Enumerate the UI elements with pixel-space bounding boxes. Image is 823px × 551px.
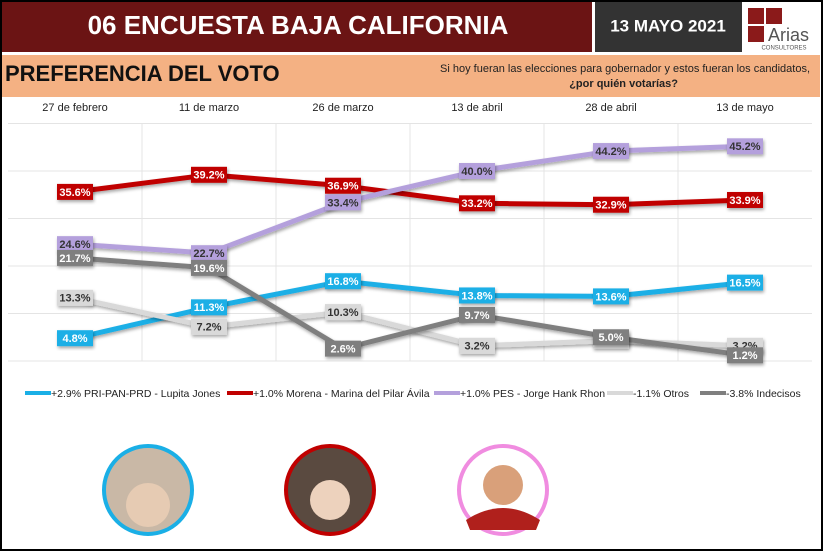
value-label: 40.0% [461, 166, 492, 178]
value-label-box [191, 318, 227, 335]
value-label-box [593, 143, 629, 160]
x-tick-label: 11 de marzo [179, 102, 239, 114]
question: Si hoy fueran las elecciones para gobern… [440, 63, 810, 75]
series-line [74, 143, 746, 256]
date-box [595, 2, 742, 52]
value-label: 33.4% [327, 197, 358, 209]
value-label-box [57, 289, 93, 306]
value-label: 44.2% [595, 146, 626, 158]
series-line [74, 172, 746, 208]
chart: 27 de febrero 11 de marzo 26 de marzo 13 de… [8, 102, 812, 400]
value-label: 2.6% [330, 344, 355, 356]
value-label-box [727, 191, 763, 208]
value-label: 13.3% [59, 293, 90, 305]
value-label: 5.0% [598, 332, 623, 344]
photos [102, 444, 549, 536]
legend-label: +1.0% Morena - Marina del Pilar Ávila [253, 387, 430, 400]
date: 13 MAYO 2021 [610, 16, 726, 35]
legend-label: +2.9% PRI-PAN-PRD - Lupita Jones [51, 388, 220, 400]
value-label: 1.2% [732, 350, 757, 362]
value-label-box [325, 304, 361, 321]
logo-icon [766, 8, 782, 24]
value-label-box [727, 347, 763, 364]
value-label-box [57, 236, 93, 253]
value-label: 35.6% [59, 187, 90, 199]
title-band [2, 2, 592, 52]
x-tick-label: 13 de mayo [716, 102, 773, 114]
value-label-box [727, 274, 763, 291]
value-label: 11.3% [194, 302, 225, 314]
value-label: 13.6% [595, 291, 626, 303]
value-label: 32.9% [595, 200, 626, 212]
value-label: 33.2% [461, 198, 492, 210]
question: ¿por quién votarías? [569, 78, 678, 90]
value-label: 3.2% [464, 341, 489, 353]
value-label-box [459, 337, 495, 354]
value-label: 7.2% [196, 322, 221, 334]
legend-item: +2.9% PRI-PAN-PRD - Lupita Jones [25, 388, 220, 400]
legend-label: -1.1% Otros [633, 388, 689, 400]
legend-label: +1.0% PES - Jorge Hank Rhon [460, 388, 605, 400]
x-tick-label: 26 de marzo [312, 102, 373, 114]
logo-icon [748, 8, 764, 24]
logo-name: Arias [768, 25, 809, 45]
value-label: 39.2% [193, 170, 224, 182]
x-tick-label: 28 de abril [585, 102, 636, 114]
value-label-box [191, 166, 227, 183]
value-label-box [57, 249, 93, 266]
value-label: 22.7% [193, 248, 224, 260]
legend-item: +1.0% Morena - Marina del Pilar Ávila [227, 387, 430, 400]
legend-item: -3.8% Indecisos [700, 388, 801, 400]
series-line [74, 255, 746, 358]
value-label-box [325, 273, 361, 290]
value-label: 16.8% [327, 276, 358, 288]
value-label-box [191, 299, 227, 316]
legend-item: +1.0% PES - Jorge Hank Rhon [434, 388, 605, 400]
value-label: 21.7% [59, 253, 90, 265]
series-line [74, 278, 746, 341]
value-label-box [325, 177, 361, 194]
value-label-box [593, 288, 629, 305]
value-label: 45.2% [729, 141, 760, 153]
value-label-box [57, 183, 93, 200]
logo-icon [748, 26, 764, 42]
legend-item: -1.1% Otros [607, 388, 689, 400]
value-label-box [459, 195, 495, 212]
value-label-box [325, 340, 361, 357]
value-label-box [459, 287, 495, 304]
value-label-box [325, 194, 361, 211]
face [310, 480, 350, 520]
value-label: 13.8% [461, 290, 492, 302]
legend-label: -3.8% Indecisos [726, 388, 801, 400]
value-label-box [593, 196, 629, 213]
face [483, 465, 523, 505]
value-label-box [57, 330, 93, 347]
logo-sub: CONSULTORES [761, 46, 806, 52]
title: 06 ENCUESTA BAJA CALIFORNIA [88, 10, 509, 40]
value-label-box [459, 163, 495, 179]
shirt [466, 508, 540, 530]
value-label-box [727, 138, 763, 155]
value-label-box [459, 306, 495, 323]
value-label: 10.3% [327, 307, 358, 319]
value-label: 9.7% [464, 310, 489, 322]
x-tick-label: 13 de abril [451, 102, 502, 114]
value-label: 19.6% [193, 263, 224, 275]
x-tick-label: 27 de febrero [42, 102, 107, 114]
value-label: 16.5% [729, 278, 760, 290]
logo: Arias CONSULTORES [748, 8, 809, 52]
value-label: 33.9% [729, 195, 760, 207]
section-title: PREFERENCIA DEL VOTO [5, 61, 280, 86]
value-label: 36.9% [327, 181, 358, 193]
value-label-box [191, 245, 227, 262]
value-label-box [593, 329, 629, 346]
value-label: 24.6% [59, 239, 90, 251]
value-label: 4.8% [62, 333, 87, 345]
subheader-band [2, 55, 820, 97]
value-label-box [191, 259, 227, 276]
face [126, 483, 170, 527]
